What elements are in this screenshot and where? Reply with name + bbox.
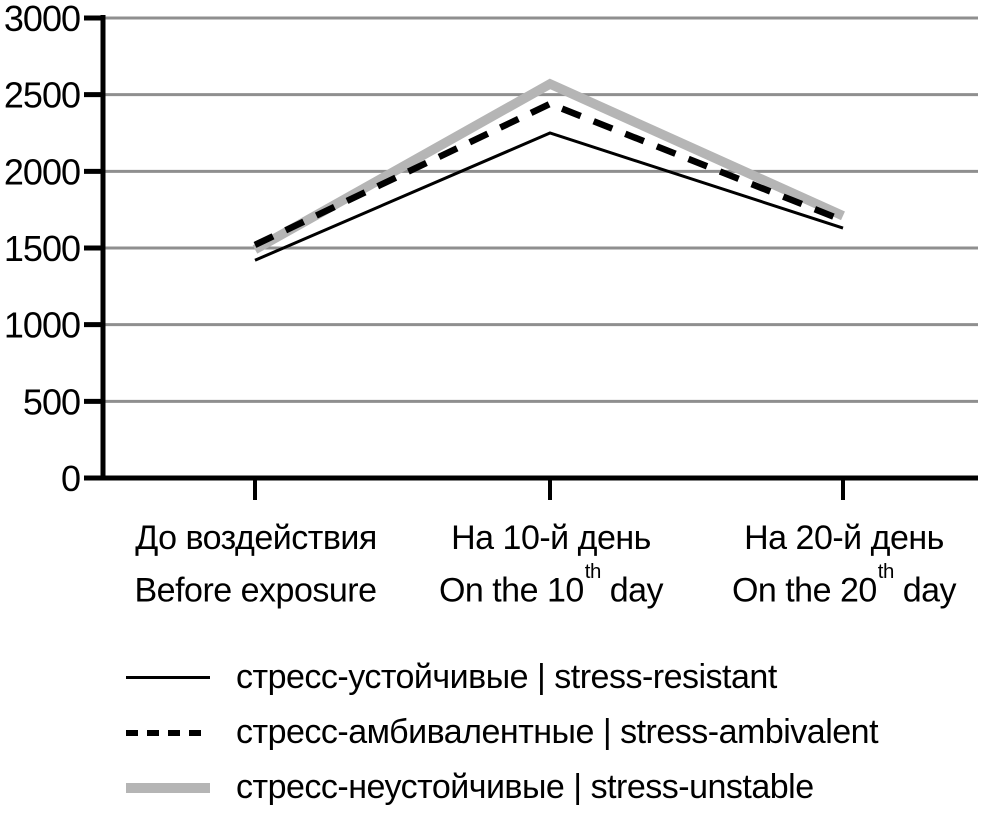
x-label-ru: До воздействия: [135, 519, 377, 557]
x-label-en-tail: day: [600, 571, 664, 610]
legend-item-stress-ambivalent: стресс-амбивалентные | stress-ambivalent: [126, 705, 879, 760]
series-line-dashed: [253, 100, 845, 248]
x-label-en-text: Before exposure: [134, 571, 378, 610]
thin-solid-line-swatch-icon: [126, 676, 210, 679]
x-label-superscript: th: [877, 560, 895, 583]
x-axis-labels: До воздействия Before exposure На 10-й д…: [0, 516, 984, 616]
y-axis-tick-label: 3000: [4, 0, 80, 39]
x-label-en: On the 20th day: [731, 560, 957, 613]
x-axis-label-day-20: На 20-й день On the 20th day: [731, 516, 957, 613]
y-axis-tick-label: 1500: [4, 228, 80, 269]
x-axis-label-day-10: На 10-й день On the 10th day: [438, 516, 664, 613]
x-axis-label-before-exposure: До воздействия Before exposure: [135, 516, 378, 613]
x-label-ru: На 10-й день: [451, 519, 651, 557]
y-axis-tick-label: 500: [23, 381, 80, 422]
thick-gray-line-swatch-icon: [126, 782, 210, 793]
x-label-en: On the 10th day: [438, 560, 664, 613]
y-axis-tick-label: 2000: [4, 151, 80, 192]
x-label-superscript: th: [584, 560, 602, 583]
legend-item-stress-resistant: стресс-устойчивые | stress-resistant: [126, 650, 878, 705]
x-label-ru: На 20-й день: [744, 519, 944, 557]
x-label-en-tail: day: [893, 571, 957, 610]
legend-label: стресс-устойчивые | stress-resistant: [236, 658, 777, 696]
y-axis-tick-label: 2500: [4, 75, 80, 116]
plot-svg: 0 500 1000 1500 2000 2500 3000: [4, 0, 978, 500]
legend-label: стресс-неустойчивые | stress-unstable: [236, 768, 814, 806]
x-label-en-text: On the 20: [731, 571, 877, 610]
legend: стресс-устойчивые | stress-resistant стр…: [126, 650, 879, 815]
y-axis-tick-label: 0: [61, 458, 80, 499]
dashed-line-swatch-icon: [126, 729, 210, 736]
series-line-thin-solid: [254, 131, 844, 262]
legend-label: стресс-амбивалентные | stress-ambivalent: [236, 713, 879, 751]
y-axis-tick-label: 1000: [4, 305, 80, 346]
series-line-thick-solid: [252, 78, 845, 254]
x-label-en-text: On the 10: [438, 571, 584, 610]
legend-item-stress-unstable: стресс-неустойчивые | stress-unstable: [126, 760, 878, 815]
x-label-en: Before exposure: [135, 561, 378, 613]
